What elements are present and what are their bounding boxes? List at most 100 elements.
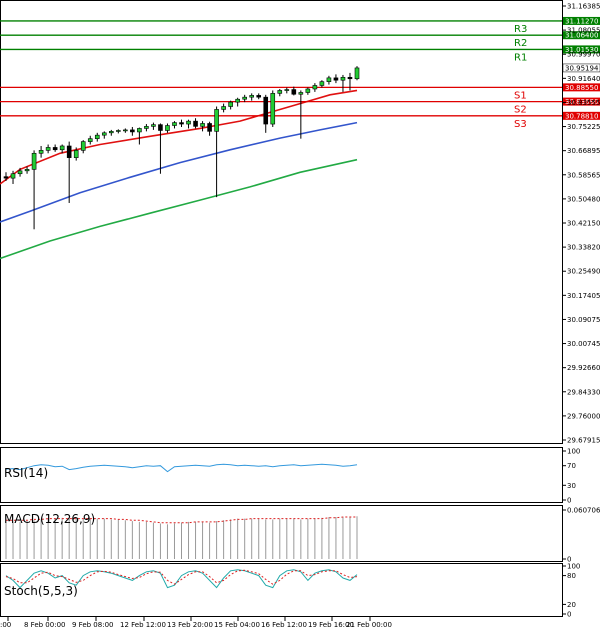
current-price-box (562, 63, 600, 73)
macd-panel: 0.060706 0 (5, 507, 600, 564)
candle-body-down (333, 77, 339, 81)
y-tick-label: 30.25490 (567, 268, 600, 276)
rsi-tick-label: 100 (567, 448, 580, 456)
candle-body-up (151, 124, 156, 127)
y-tick-label: 30.00745 (567, 340, 600, 348)
candle-body-up (87, 138, 93, 142)
level-price-box-s2 (563, 97, 600, 106)
candle-body-up (305, 88, 311, 93)
level-price-label-r3: 31.11270 (565, 17, 598, 25)
candle-body-down (263, 96, 269, 125)
y-tick-label: 30.99970 (567, 51, 600, 59)
x-tick-label: 15 Feb 04:00 (214, 621, 260, 629)
candle-body-up (221, 106, 226, 110)
ma-green-line (0, 158, 358, 260)
candle-body-up (165, 125, 170, 131)
macd-tick-label: 0 (567, 556, 571, 564)
candle-body-down (291, 89, 297, 95)
y-tick-label: 30.17405 (567, 292, 600, 300)
candle-body-up (242, 96, 247, 100)
level-price-label-r1: 31.01530 (565, 46, 598, 54)
moving-averages (0, 89, 358, 260)
level-price-label-s1: 30.88550 (565, 84, 598, 92)
y-tick-label: 31.16385 (567, 3, 600, 11)
level-price-box-r1 (563, 45, 600, 54)
y-tick-label: 29.84330 (567, 388, 600, 396)
macd-panel-frame (0, 505, 563, 562)
candle-body-up (116, 130, 121, 132)
candle-body-up (186, 120, 191, 125)
rsi-line (5, 463, 358, 473)
level-price-box-s1 (563, 83, 600, 92)
candle-body-down (158, 124, 163, 131)
stoch-tick-label: 20 (567, 601, 576, 609)
candle-body-up (235, 98, 240, 103)
rsi-tick-label: 30 (567, 482, 576, 490)
rsi-panel-frame (0, 447, 563, 503)
y-tick-label: 30.75225 (567, 123, 600, 131)
candle-body-up (109, 131, 114, 134)
level-price-label-s2: 30.83680 (565, 98, 598, 106)
candle-body-down (3, 176, 9, 179)
candle-body-up (270, 93, 276, 125)
rsi-panel: 100 70 30 0 (5, 448, 580, 505)
rsi-tick-label: 0 (567, 497, 571, 505)
candle-body-up (319, 81, 325, 86)
ma-red-line (0, 89, 358, 185)
y-tick-label: 30.91640 (567, 75, 600, 83)
level-price-box-r2 (563, 31, 600, 40)
candle-body-up (137, 128, 142, 133)
stoch-tick-label: 80 (567, 572, 576, 580)
stoch-d-line (5, 569, 358, 585)
candle-body-down (256, 95, 262, 98)
x-tick-label: 21 Feb 00:00 (346, 621, 392, 629)
candle-body-up (31, 152, 37, 170)
candle-body-up (17, 170, 23, 175)
y-tick-label: 29.76000 (567, 412, 600, 420)
candle-body-up (200, 123, 205, 127)
level-price-label-s3: 30.78810 (565, 112, 598, 120)
candle-body-up (144, 126, 149, 129)
candle-body-up (123, 129, 128, 132)
macd-label: MACD(12,26,9) (4, 512, 95, 526)
x-tick-label: :00 (0, 621, 11, 629)
candles (3, 66, 360, 230)
x-tick-label: 12 Feb 12:00 (120, 621, 166, 629)
level-name-r1: R1 (514, 52, 527, 63)
x-tick-label: 8 Feb 00:00 (24, 621, 65, 629)
candle-body-down (130, 129, 135, 133)
candle-body-up (249, 95, 254, 98)
rsi-tick-label: 70 (567, 462, 576, 470)
candle-body-down (347, 76, 353, 80)
x-tick-label: 13 Feb 20:00 (167, 621, 213, 629)
candle-body-up (298, 92, 304, 95)
level-name-s2: S2 (514, 105, 527, 116)
level-price-box-s3 (563, 111, 600, 120)
x-tick-label: 16 Feb 12:00 (261, 621, 307, 629)
y-tick-label: 30.09075 (567, 316, 600, 324)
y-tick-label: 30.66895 (567, 147, 600, 155)
price-axis: 31.16385 31.08055 30.99970 30.91640 30.83555… (562, 3, 600, 445)
level-price-box-r3 (563, 16, 600, 25)
y-tick-label: 29.67915 (567, 437, 600, 445)
candle-body-down (193, 120, 198, 127)
y-tick-label: 30.83555 (567, 99, 600, 107)
level-price-label-r2: 31.06400 (565, 32, 598, 40)
candle-body-up (214, 109, 219, 132)
y-tick-label: 30.58565 (567, 171, 600, 179)
y-tick-label: 30.33820 (567, 244, 600, 252)
candle-body-up (340, 76, 346, 81)
candle-body-up (354, 67, 360, 80)
candle-body-up (94, 134, 100, 139)
candle-body-down (52, 147, 58, 151)
stoch-tick-label: 0 (567, 611, 571, 619)
y-tick-label: 30.50480 (567, 195, 600, 203)
macd-tick-label: 0.060706 (567, 507, 600, 515)
main-plot-frame (0, 0, 563, 444)
candle-body-up (312, 85, 318, 90)
x-tick-label: 9 Feb 08:00 (72, 621, 113, 629)
candle-body-up (284, 89, 290, 91)
candle-body-up (59, 145, 65, 151)
time-axis: :00 8 Feb 00:00 9 Feb 08:00 12 Feb 12:00 13 … (0, 617, 392, 629)
